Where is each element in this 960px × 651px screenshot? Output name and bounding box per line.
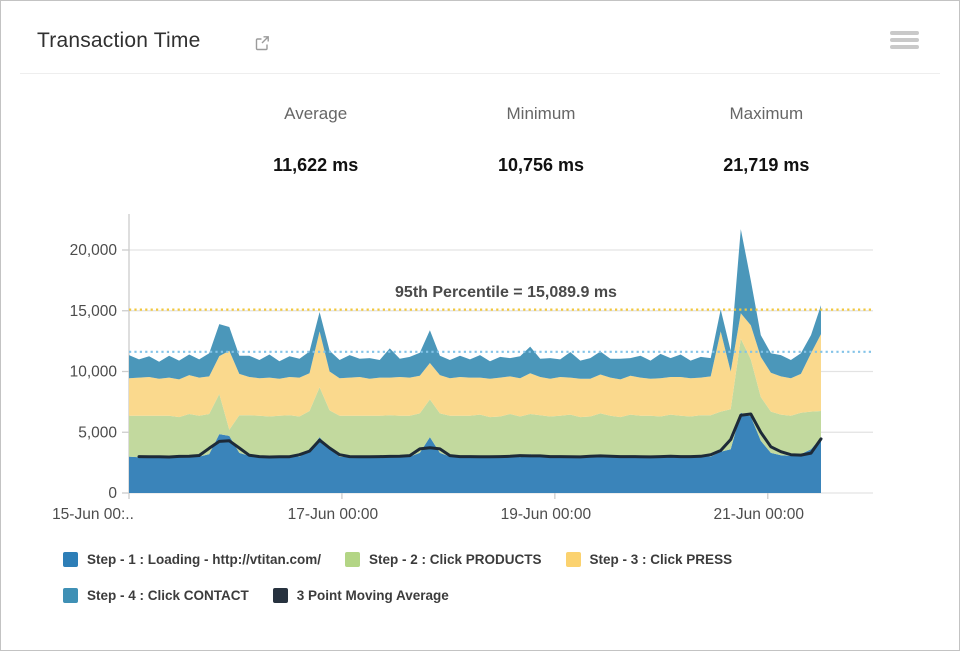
area-step-2	[129, 338, 821, 458]
y-axis-label: 15,000	[70, 303, 118, 320]
stat-minimum: Minimum 10,756 ms	[428, 104, 653, 176]
legend-item-moving-average[interactable]: 3 Point Moving Average	[272, 588, 449, 603]
card-header: Transaction Time	[1, 1, 959, 73]
y-axis-label: 0	[108, 485, 117, 502]
legend-label: Step - 4 : Click CONTACT	[87, 588, 249, 603]
moving-average-line	[137, 412, 823, 459]
area-step-1	[129, 412, 821, 493]
page-title: Transaction Time	[37, 29, 201, 52]
legend-label: Step - 2 : Click PRODUCTS	[369, 552, 542, 567]
stat-value: 21,719 ms	[723, 155, 810, 175]
percentile-annotation: 95th Percentile = 15,089.9 ms	[395, 284, 617, 301]
stat-maximum: Maximum 21,719 ms	[654, 104, 879, 176]
y-axis-label: 20,000	[70, 242, 118, 259]
summary-stats: Average 11,622 ms Minimum 10,756 ms Maxi…	[203, 104, 879, 176]
x-axis-label: 15-Jun 00:..	[52, 506, 134, 523]
x-axis-label: 19-Jun 00:00	[501, 506, 592, 523]
y-axis-label: 10,000	[70, 364, 118, 381]
chart-legend: Step - 1 : Loading - http://vtitan.com/ …	[63, 552, 793, 603]
hamburger-bar	[890, 38, 919, 42]
legend-swatch-step-1	[63, 552, 78, 567]
legend-label: Step - 1 : Loading - http://vtitan.com/	[87, 552, 321, 567]
stat-value: 11,622 ms	[273, 155, 359, 175]
legend-swatch-step-3	[565, 552, 581, 567]
stat-label: Average	[284, 104, 348, 123]
x-axis-label: 17-Jun 00:00	[288, 506, 379, 523]
x-axis-label: 21-Jun 00:00	[714, 506, 805, 523]
y-axis-label: 5,000	[78, 424, 117, 441]
legend-label: Step - 3 : Click PRESS	[589, 552, 733, 567]
area-step-3	[129, 313, 821, 430]
legend-item-step-2[interactable]: Step - 2 : Click PRODUCTS	[345, 552, 542, 567]
legend-swatch-step-4	[63, 588, 78, 603]
stacked-area-chart: 0 5,000 10,000 15,000 20,000 15-Jun 00:.. 17-J…	[52, 214, 873, 523]
area-step-4	[129, 229, 821, 380]
stat-label: Minimum	[506, 104, 576, 123]
legend-label: 3 Point Moving Average	[296, 588, 449, 603]
hamburger-bar	[890, 45, 919, 49]
stat-average: Average 11,622 ms	[203, 104, 428, 176]
header-divider	[20, 73, 940, 74]
hamburger-menu-icon[interactable]	[890, 31, 919, 49]
legend-item-step-4[interactable]: Step - 4 : Click CONTACT	[63, 588, 249, 603]
legend-swatch-step-2	[345, 552, 360, 567]
external-link-icon[interactable]	[254, 35, 270, 51]
legend-swatch-moving-average	[272, 588, 288, 603]
legend-item-step-3[interactable]: Step - 3 : Click PRESS	[565, 552, 733, 567]
transaction-time-chart: 0 5,000 10,000 15,000 20,000 15-Jun 00:.. 17-J…	[1, 206, 959, 546]
legend-item-step-1[interactable]: Step - 1 : Loading - http://vtitan.com/	[63, 552, 321, 567]
stat-label: Maximum	[729, 104, 804, 123]
hamburger-bar	[890, 31, 919, 35]
stat-value: 10,756 ms	[497, 155, 585, 175]
